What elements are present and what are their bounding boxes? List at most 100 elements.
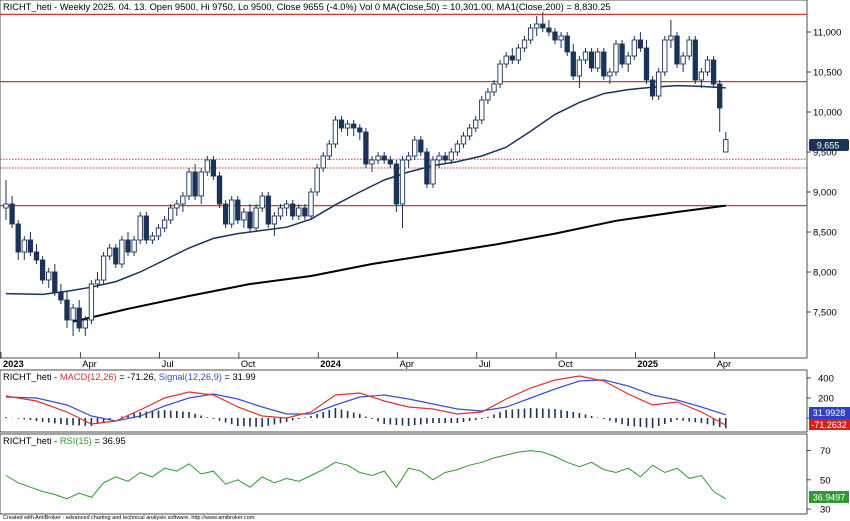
candle-body [558,35,564,41]
candle-body [161,219,168,229]
candle-body [637,39,644,49]
signal-last-marker [809,407,850,419]
candle-body [546,27,552,33]
candle-body [485,91,491,101]
price-y-tick-label: 11,000 [813,28,841,39]
candle-body [332,119,339,145]
candle-body [430,159,436,185]
candle-body [460,135,467,145]
candle-body [393,163,400,205]
candle-body [595,51,601,69]
candle-body [418,139,424,153]
candle-body [58,291,64,301]
candle-body [717,83,723,109]
candle-body [509,55,515,61]
candle-body [357,127,363,133]
candle-body [198,171,204,197]
candle-body [125,239,131,253]
candle-body [704,59,711,73]
price-y-tick-label: 8,000 [813,268,837,279]
price-x-axis: 2023 Apr Jul Oct 2024 Apr Jul Oct 2025 Apr [0,352,731,369]
candle-body [375,155,381,161]
rsi-value: = 36.95 [92,436,126,446]
candle-body [369,159,375,165]
x-tick-label: Apr [82,359,96,369]
candle-body [204,159,210,173]
candle-body [399,159,406,205]
candle-body [216,175,223,205]
candle-body [552,31,558,41]
rsi-y-tick-label: 50 [820,475,831,486]
candle-body [52,271,58,293]
macd-lines [5,375,727,426]
candle-body [265,195,271,225]
candle-body [229,199,235,225]
candle-body [338,119,345,129]
candle-body [692,39,698,81]
x-tick-label: Jul [162,359,174,369]
candle-body [15,223,21,253]
candle-body [174,203,180,209]
candle-body [21,239,27,253]
candle-body [290,203,296,217]
candle-body [296,207,302,217]
candle-body [94,279,101,285]
price-title: RICHT_heti - Weekly 2025. 04. 13. Open 9… [3,2,611,12]
candle-body [33,251,40,261]
candle-body [674,35,680,65]
candle-body [39,259,46,281]
x-tick-label: 2025 [637,359,658,369]
candle-body [656,71,662,97]
price-y-tick-label: 10,000 [813,108,842,119]
candle-body [601,51,607,77]
candle-body [540,23,546,29]
x-tick-label: Apr [717,359,731,369]
candle-body [466,127,473,137]
candle-body [521,39,528,49]
candle-body [649,79,656,97]
candle-body [143,215,149,241]
candle-body [88,283,95,321]
candle-body [314,167,320,193]
candle-body [137,215,143,241]
rsi-title: RICHT_heti - RSI(15) = 36.95 [3,436,126,446]
rsi-panel [0,433,808,515]
candle-body [479,99,485,121]
candle-body [253,207,259,229]
candle-body [283,203,290,209]
candle-body [277,207,284,217]
candle-body [387,159,393,165]
candle-body [576,59,583,77]
candle-body [723,139,729,153]
candle-body [64,299,70,321]
candle-body [698,71,705,81]
candle-body [222,203,229,225]
signal-line [5,379,726,422]
last-price-label: 9,655 [817,141,840,151]
macd-name: RICHT_heti - [3,372,60,382]
macd-histogram [5,408,727,429]
candle-body [381,155,387,161]
rsi-label: RSI(15) [60,436,92,446]
candle-body [527,27,534,41]
candle-body [625,55,631,65]
candle-body [680,55,686,65]
macd-label: MACD(12,26) [60,372,117,382]
candle-body [247,211,253,229]
candle-body [534,23,540,29]
rsi-y-tick-label: 30 [820,505,831,516]
candles-group [3,12,729,336]
price-y-tick-label: 9,000 [813,188,837,199]
candle-body [82,319,88,329]
last-price-marker [809,139,849,151]
candle-body [149,235,156,241]
macd-line [5,375,727,426]
macd-value: = -71.26, [117,372,159,382]
candle-body [588,51,595,69]
candle-body [70,307,76,321]
candle-body [619,43,625,65]
rsi-last-label: 36.9497 [813,493,846,503]
x-tick-label: Apr [400,359,414,369]
x-tick-label: 2023 [3,359,24,369]
